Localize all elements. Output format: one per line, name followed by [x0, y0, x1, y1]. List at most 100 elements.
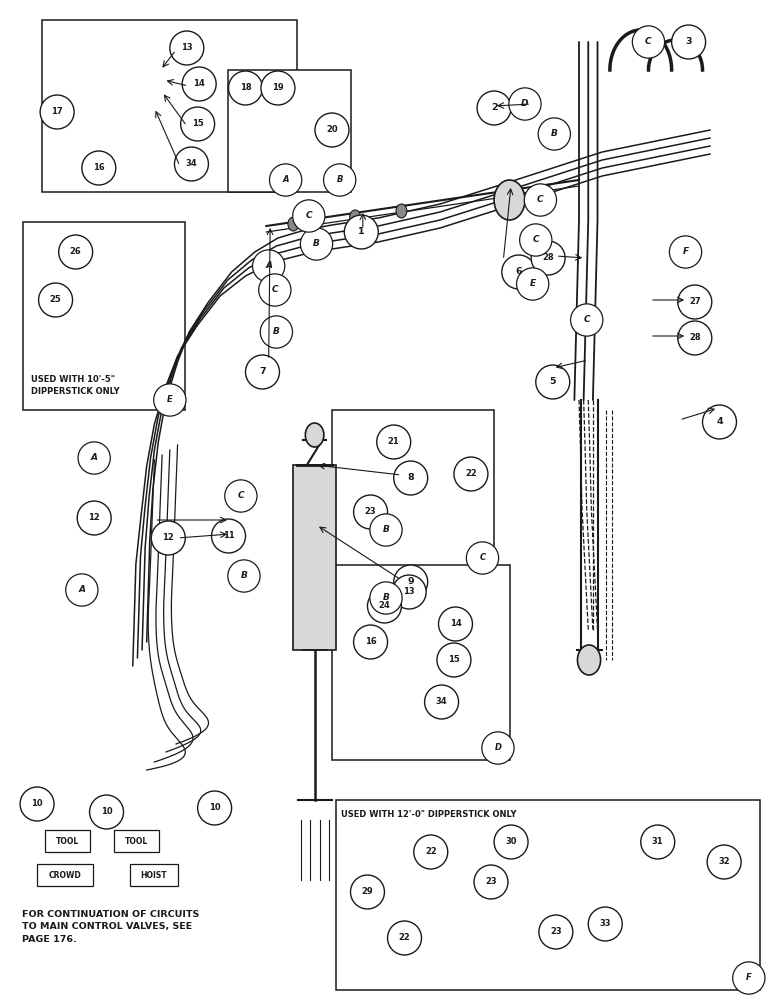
Ellipse shape	[323, 164, 356, 196]
Ellipse shape	[20, 787, 54, 821]
Ellipse shape	[641, 825, 675, 859]
Text: F: F	[746, 974, 752, 982]
Text: USED WITH 12'-0" DIPPERSTICK ONLY: USED WITH 12'-0" DIPPERSTICK ONLY	[341, 810, 516, 819]
Ellipse shape	[377, 425, 411, 459]
Ellipse shape	[228, 560, 260, 592]
Text: 17: 17	[51, 107, 63, 116]
Ellipse shape	[367, 589, 401, 623]
Circle shape	[494, 180, 525, 220]
Ellipse shape	[66, 574, 98, 606]
Ellipse shape	[669, 236, 702, 268]
Text: 12: 12	[162, 534, 174, 542]
Text: 1: 1	[358, 228, 364, 236]
Bar	[130, 864, 178, 886]
Text: 23: 23	[485, 878, 497, 886]
Ellipse shape	[539, 915, 573, 949]
Text: B: B	[241, 572, 247, 580]
Ellipse shape	[354, 495, 388, 529]
Ellipse shape	[531, 241, 565, 275]
Ellipse shape	[59, 235, 93, 269]
Ellipse shape	[394, 461, 428, 495]
Bar	[42, 20, 297, 192]
Text: 6: 6	[516, 267, 522, 276]
Text: 32: 32	[718, 857, 730, 866]
Ellipse shape	[425, 685, 459, 719]
Ellipse shape	[269, 164, 302, 196]
Text: 34: 34	[185, 159, 198, 168]
Ellipse shape	[181, 107, 215, 141]
Ellipse shape	[703, 405, 736, 439]
Text: D: D	[494, 744, 502, 752]
Bar	[45, 830, 90, 852]
Ellipse shape	[370, 582, 402, 614]
Text: 9: 9	[408, 578, 414, 586]
Text: HOIST: HOIST	[141, 870, 167, 880]
Text: B: B	[313, 239, 320, 248]
Text: 30: 30	[506, 838, 516, 846]
Ellipse shape	[78, 442, 110, 474]
Ellipse shape	[350, 875, 384, 909]
Ellipse shape	[174, 147, 208, 181]
Circle shape	[577, 645, 601, 675]
Ellipse shape	[678, 285, 712, 319]
Text: D: D	[521, 100, 529, 108]
Text: USED WITH 10'-5"
DIPPERSTICK ONLY: USED WITH 10'-5" DIPPERSTICK ONLY	[31, 375, 120, 396]
Text: 25: 25	[49, 296, 62, 304]
Ellipse shape	[438, 607, 472, 641]
Text: 28: 28	[689, 334, 701, 342]
Ellipse shape	[212, 519, 245, 553]
Ellipse shape	[707, 845, 741, 879]
Text: 22: 22	[465, 470, 477, 479]
Bar	[37, 864, 93, 886]
Text: 24: 24	[378, 601, 391, 610]
Text: CROWD: CROWD	[49, 870, 81, 880]
Ellipse shape	[344, 215, 378, 249]
Text: FOR CONTINUATION OF CIRCUITS
TO MAIN CONTROL VALVES, SEE
PAGE 176.: FOR CONTINUATION OF CIRCUITS TO MAIN CON…	[22, 910, 199, 944]
Text: 10: 10	[31, 800, 43, 808]
Text: C: C	[306, 212, 312, 221]
Bar	[332, 565, 510, 760]
Bar	[293, 465, 336, 650]
Ellipse shape	[90, 795, 124, 829]
Ellipse shape	[388, 921, 422, 955]
Text: 14: 14	[193, 80, 205, 89]
Ellipse shape	[300, 228, 333, 260]
Bar	[332, 410, 494, 570]
Text: 23: 23	[364, 508, 377, 516]
Ellipse shape	[482, 732, 514, 764]
Text: 14: 14	[449, 619, 462, 629]
Circle shape	[396, 204, 407, 218]
Text: TOOL: TOOL	[125, 836, 148, 846]
Text: B: B	[337, 176, 343, 184]
Text: E: E	[530, 279, 536, 288]
Text: 7: 7	[259, 367, 266, 376]
Ellipse shape	[252, 250, 285, 282]
Ellipse shape	[151, 521, 185, 555]
Bar	[23, 222, 185, 410]
Ellipse shape	[77, 501, 111, 535]
Text: 8: 8	[408, 474, 414, 483]
Ellipse shape	[437, 643, 471, 677]
Circle shape	[303, 215, 314, 229]
Ellipse shape	[154, 384, 186, 416]
Ellipse shape	[672, 25, 706, 59]
Text: A: A	[265, 261, 273, 270]
Ellipse shape	[82, 151, 116, 185]
Text: 13: 13	[181, 43, 193, 52]
Text: 15: 15	[191, 119, 204, 128]
Text: TOOL: TOOL	[56, 836, 79, 846]
Text: 31: 31	[652, 838, 664, 846]
Ellipse shape	[40, 95, 74, 129]
Text: C: C	[238, 491, 244, 500]
Ellipse shape	[520, 224, 552, 256]
Text: F: F	[682, 247, 689, 256]
Ellipse shape	[394, 565, 428, 599]
Text: 19: 19	[272, 84, 284, 93]
Ellipse shape	[466, 542, 499, 574]
Text: 21: 21	[388, 438, 400, 446]
Text: 28: 28	[542, 253, 554, 262]
Ellipse shape	[474, 865, 508, 899]
Text: 3: 3	[686, 37, 692, 46]
Text: C: C	[479, 554, 486, 562]
Text: 5: 5	[550, 377, 556, 386]
